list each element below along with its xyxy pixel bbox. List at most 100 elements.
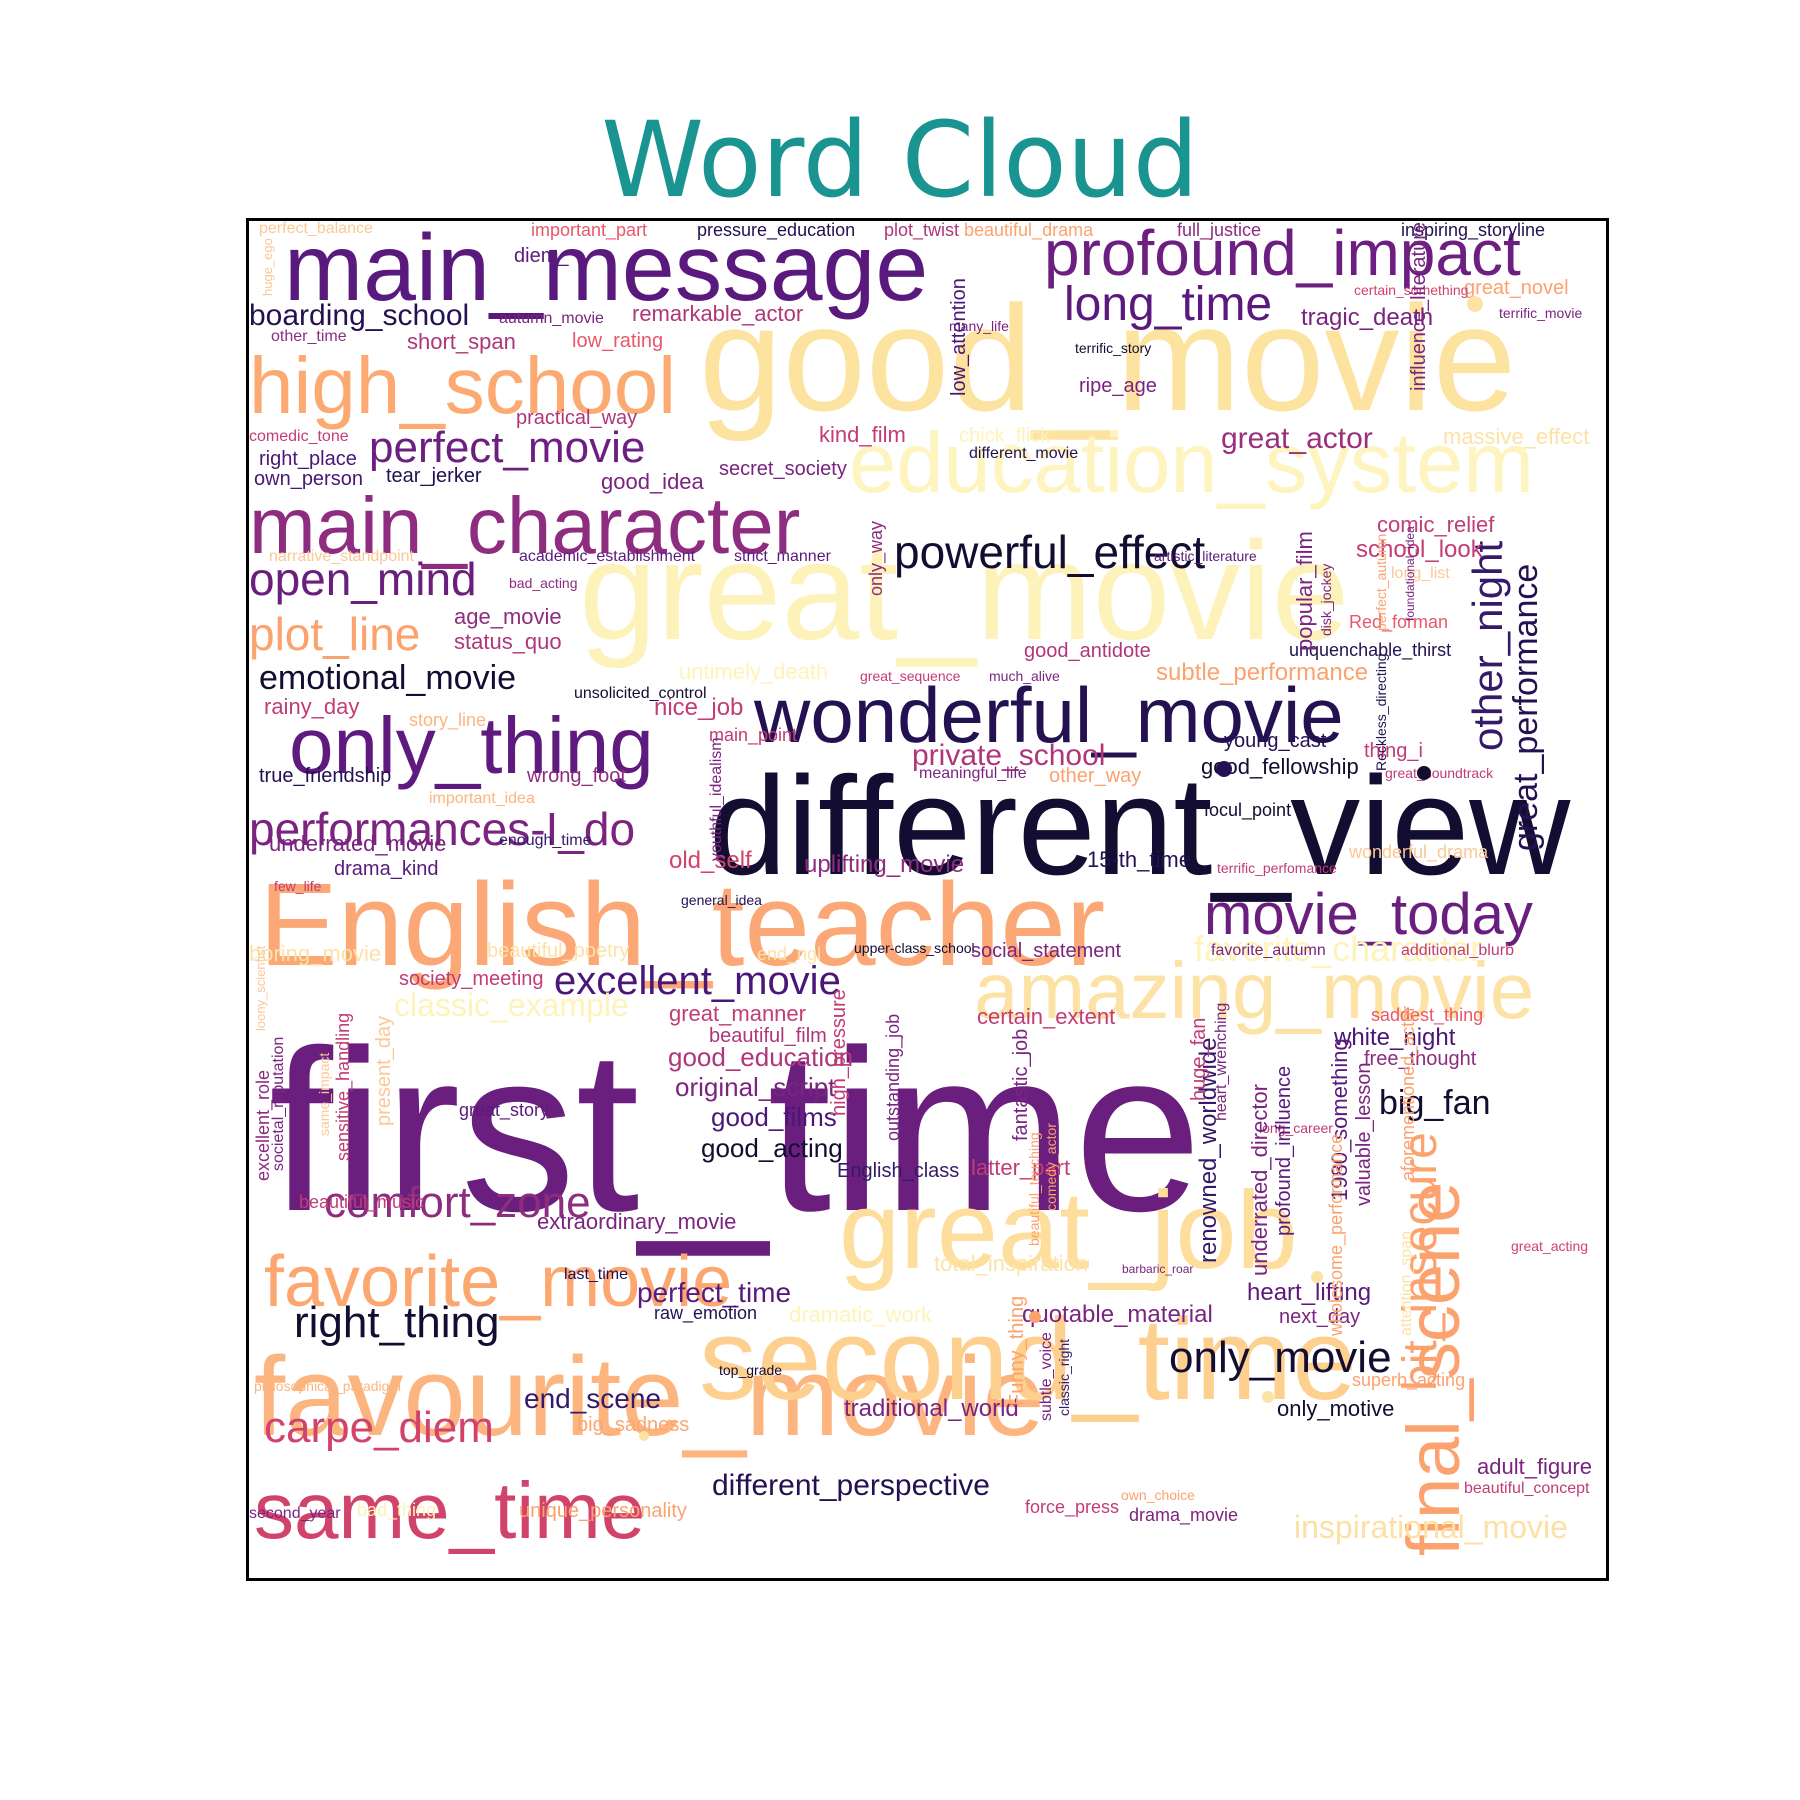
cloud-word: favorite_autumn [1211,942,1326,959]
cloud-word: main_message [284,218,929,321]
cloud-word: inspirational_movie [1294,1509,1568,1545]
cloud-word: beautiful_poetry [487,940,630,962]
cloud-word: adult_figure [1477,1454,1592,1479]
cloud-word: terrific_perfomance [1217,860,1337,876]
cloud-word: private_school [912,739,1106,772]
cloud-word: English_class [837,1160,960,1182]
cloud-word: huge_fan [1188,1017,1210,1101]
cloud-word: only_movie [1169,1333,1392,1382]
cloud-word: outstanding_job [883,1013,903,1141]
cloud-word: tragic_death [1301,304,1434,331]
cloud-word: youthful_idealism [708,737,725,861]
cloud-word: upper-class_school [854,940,975,956]
cloud-word: wrong_foot [527,765,626,787]
cloud-word: present_day [373,1015,395,1126]
cloud-word: excellent_movie [554,959,841,1003]
cloud-word: performances-I_do [249,803,636,855]
cloud-word: only_motive [1277,1396,1395,1421]
cloud-word: general_idea [681,892,762,908]
cloud-word: plot_twist [884,220,960,240]
cloud-word: remarkable_actor [632,301,804,326]
cloud-word: high_school [249,341,676,430]
cloud-word: inspiring_storyline [1401,220,1546,240]
cloud-word: popular_film [1292,531,1317,651]
cloud-word: perfect_time [637,1277,792,1308]
cloud-word: great_manner [669,1001,806,1026]
cloud-word: heart_wrenching [1213,1002,1230,1121]
cloud-word: big_sadness [577,1414,690,1436]
cloud-word: great_story [459,1100,550,1120]
cloud-word: profound_impact [1044,218,1521,289]
cloud-word: perfect_movie [369,423,646,472]
cloud-word: dramatic_work [789,1302,933,1327]
cloud-word: focul_point [1204,800,1292,820]
cloud-word: foundational_idea [1403,526,1417,621]
cloud-word: free_thought [1364,1048,1477,1070]
cloud-word: kind_film [819,422,906,447]
cloud-word: loony_scientist [253,945,268,1031]
cloud-word: classic_example [394,987,629,1023]
cloud-word: school_look [1356,536,1483,563]
cloud-word: Funny_thing [1006,1295,1028,1406]
cloud-word: different_perspective [712,1469,990,1502]
cloud-word: untimely_death [679,659,829,684]
cloud-word: practical_way [516,407,638,429]
cloud-word: artistic_literature [1154,548,1257,564]
cloud-word: societal_reputation [270,1036,287,1171]
cloud-word: subtle_voice [1038,1332,1055,1421]
cloud-word: education_system [849,416,1535,511]
cloud-word: old_self [669,847,752,874]
cloud-word: beautiful_touching [1026,1132,1042,1246]
cloud-word: unique_personality [519,1500,687,1522]
cloud-word: good_films [711,1102,837,1132]
cloud-word: only_way [866,520,886,596]
cloud-word: strict_manner [734,548,831,565]
cloud-word: autumn_movie [499,310,604,327]
cloud-word: main_character [249,481,801,570]
cloud-word: much_alive [989,668,1060,684]
cloud-word: underrated_movie [269,831,447,856]
cloud-word: boarding_school [249,299,470,332]
cloud-word: second_time [699,1294,1357,1424]
cloud-word: great_novel [1464,277,1569,299]
cloud-word: white_night [1334,1024,1456,1051]
cloud-word: first_time [269,1002,1202,1259]
cloud-word: other_way [1049,765,1142,787]
cloud-word: high_pressure [828,989,850,1116]
cloud-word: emotional_movie [259,659,517,697]
cloud-word: right_thing [294,1298,500,1347]
cloud-word: amazing_movie [974,946,1535,1035]
cloud-word: certain_something [1354,282,1469,298]
cloud-word: open_mind [249,553,477,605]
cloud-word: story_line [409,710,487,730]
cloud-word: huge_ego [260,238,275,296]
cloud-word: philosophical_paradigm [254,1378,402,1394]
cloud-word: classic_right [1056,1338,1072,1416]
cloud-dot [639,1431,649,1441]
cloud-word: academic_establishment [519,548,696,565]
cloud-word: superb_acting [1352,1370,1466,1390]
cloud-word: age_movie [454,604,562,629]
cloud-word: meaningful_life [919,765,1027,782]
cloud-dot [1417,766,1431,780]
cloud-word: great_soundtrack [1385,765,1494,781]
cloud-word: extraordinary_movie [537,1209,737,1234]
cloud-word: valuable_lesson [1353,1062,1375,1206]
cloud-word: drama_kind [334,858,439,880]
cloud-word: rainy_day [264,694,360,719]
cloud-word: great_movie [579,512,1350,669]
cloud-word: beautiful_concept [1464,1480,1590,1497]
cloud-word: enough_time [499,832,592,849]
cloud-word: favorite_character [1194,928,1483,969]
cloud-word: plot_line [249,608,421,660]
cloud-word: uplifting_movie [804,851,965,878]
cloud-word: fantastic_job [1010,1028,1032,1141]
cloud-word: narrative_standpoint [269,548,414,565]
cloud-word: main_point [709,725,798,745]
cloud-word: movie_today [1204,882,1533,947]
cloud-dot [1467,296,1483,312]
cloud-word: bad_thing [357,1500,437,1520]
cloud-word: good_acting [701,1133,843,1163]
cloud-word: original_script [675,1072,836,1102]
cloud-word: great_job [839,1169,1298,1292]
